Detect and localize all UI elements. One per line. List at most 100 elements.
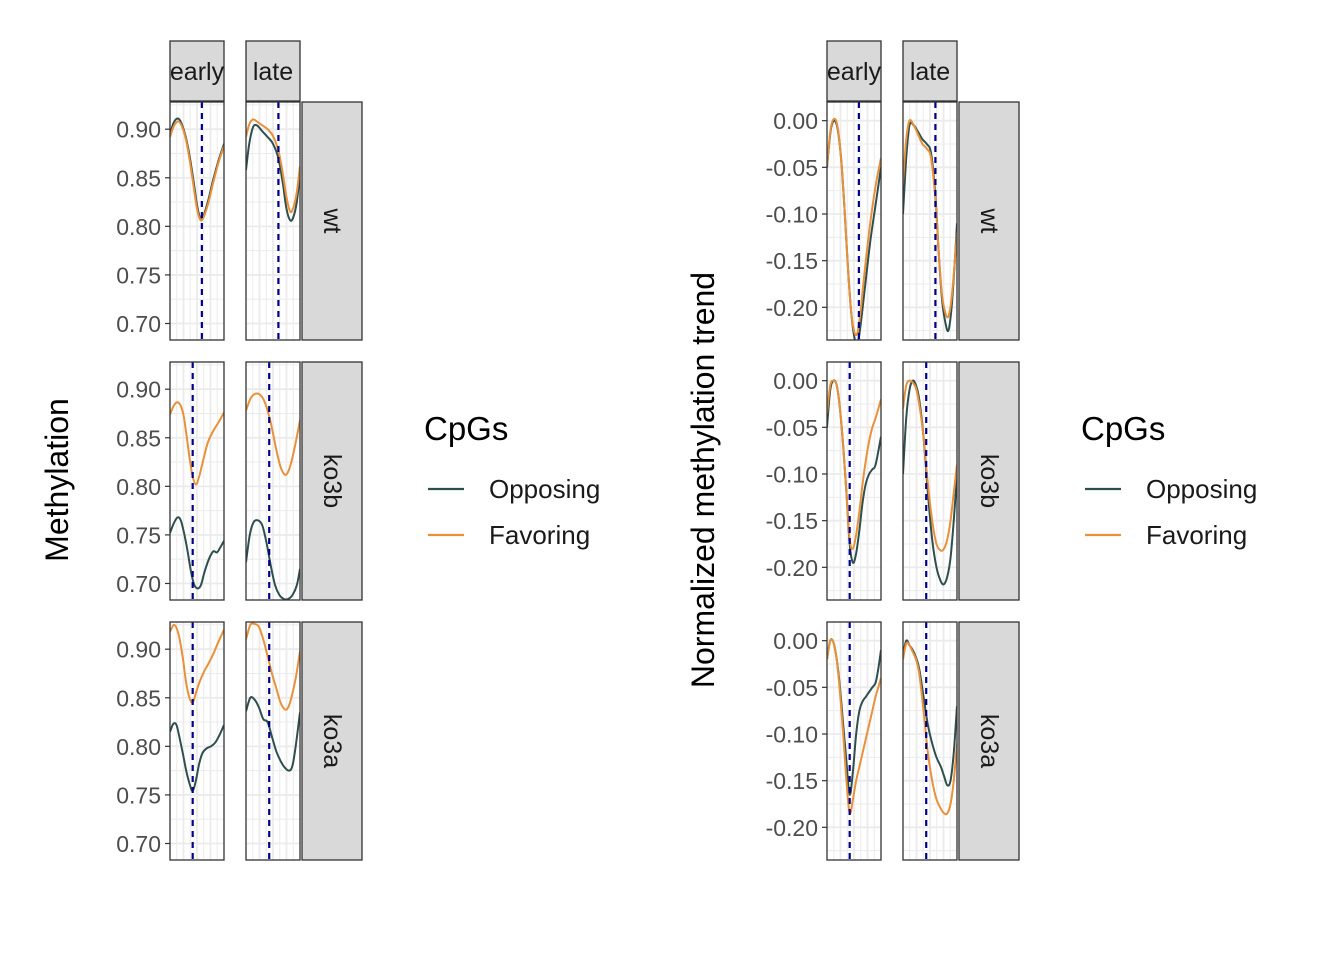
y-tick-label: -0.15	[766, 248, 818, 274]
y-tick-label: 0.70	[116, 831, 161, 857]
column-strip-label: late	[910, 58, 950, 86]
y-tick-label: -0.20	[766, 295, 818, 321]
column-strip-label: late	[253, 58, 293, 86]
row-strip-ko3a	[301, 621, 363, 861]
series-line-favoring	[903, 119, 957, 319]
legend-label: Opposing	[489, 474, 600, 504]
y-tick-label: -0.10	[766, 462, 818, 488]
y-tick-label: 0.80	[116, 734, 161, 760]
panel-ko3b-early	[169, 361, 225, 601]
legend-title: CpGs	[1081, 410, 1165, 447]
panel-border	[826, 101, 882, 341]
series-line-favoring	[827, 379, 881, 550]
legend: CpGs Opposing Favoring	[424, 410, 600, 550]
y-tick-label: 0.85	[116, 425, 161, 451]
y-axis-label: Methylation	[39, 398, 75, 562]
panel-border	[902, 101, 958, 341]
series-line-opposing	[246, 519, 300, 600]
y-tick-label: 0.00	[773, 368, 818, 394]
series-line-favoring	[246, 622, 300, 711]
panel-border	[902, 361, 958, 601]
column-strip-label: early	[170, 58, 225, 86]
y-tick-label: 0.90	[116, 377, 161, 403]
series-line-favoring	[827, 117, 881, 337]
legend-label: Favoring	[489, 520, 590, 550]
chart-methylation: early late wt ko3b ko3a 0.70 0.75 0.80 0.85 0.90 0…	[39, 40, 600, 861]
series-line-favoring	[903, 379, 957, 552]
y-tick-label: 0.90	[116, 637, 161, 663]
panel-border	[245, 621, 301, 861]
row-strip-label: wt	[975, 208, 1003, 234]
series-line-opposing	[246, 123, 300, 222]
y-tick-label: -0.05	[766, 415, 818, 441]
panel-ko3a-late	[902, 621, 958, 861]
panel-border	[902, 621, 958, 861]
y-tick-label: 0.00	[773, 628, 818, 654]
y-tick-label: 0.90	[116, 117, 161, 143]
y-tick-label: 0.70	[116, 311, 161, 337]
series-line-opposing	[170, 722, 224, 793]
series-line-favoring	[827, 638, 881, 815]
panel-ko3b-late	[245, 361, 301, 601]
panel-border	[826, 361, 882, 601]
legend-label: Favoring	[1146, 520, 1247, 550]
series-line-opposing	[170, 516, 224, 590]
panel-border	[245, 361, 301, 601]
row-strip-label: ko3a	[975, 714, 1003, 768]
y-tick-label: 0.75	[116, 522, 161, 548]
column-strip-late	[245, 40, 301, 102]
y-tick-label: -0.15	[766, 768, 818, 794]
row-strip-wt	[958, 101, 1020, 341]
panel-border	[169, 101, 225, 341]
series-line-favoring	[170, 120, 224, 222]
panel-ko3b-early	[826, 361, 882, 601]
y-tick-label: -0.10	[766, 202, 818, 228]
chart-normalized-trend: early late wt ko3b ko3a -0.20 -0.15 -0.10 -0.05 0…	[685, 40, 1257, 861]
legend: CpGs Opposing Favoring	[1081, 410, 1257, 550]
y-tick-label: -0.10	[766, 722, 818, 748]
legend-title: CpGs	[424, 410, 508, 447]
row-strip-label: wt	[318, 208, 346, 234]
panel-wt-early	[826, 101, 882, 341]
panel-wt-early	[169, 101, 225, 341]
y-axis-label: Normalized methylation trend	[685, 272, 721, 688]
y-tick-label: -0.20	[766, 555, 818, 581]
series-line-favoring	[246, 118, 300, 214]
series-line-favoring	[246, 392, 300, 476]
legend-label: Opposing	[1146, 474, 1257, 504]
y-tick-label: 0.85	[116, 685, 161, 711]
y-tick-label: -0.20	[766, 815, 818, 841]
row-strip-ko3a	[958, 621, 1020, 861]
y-tick-label: 0.80	[116, 214, 161, 240]
y-tick-label: 0.00	[773, 108, 818, 134]
column-strip-early	[826, 40, 882, 102]
panel-wt-late	[902, 101, 958, 341]
y-tick-label: 0.70	[116, 571, 161, 597]
column-strip-early	[169, 40, 225, 102]
series-line-favoring	[903, 641, 957, 816]
row-strip-wt	[301, 101, 363, 341]
row-strip-ko3b	[301, 361, 363, 601]
y-tick-label: 0.75	[116, 782, 161, 808]
y-tick-label: 0.75	[116, 262, 161, 288]
y-tick-label: -0.05	[766, 155, 818, 181]
row-strip-label: ko3a	[318, 714, 346, 768]
series-line-opposing	[246, 696, 300, 772]
series-line-favoring	[170, 623, 224, 704]
row-strip-ko3b	[958, 361, 1020, 601]
panel-wt-late	[245, 101, 301, 341]
panel-ko3a-late	[245, 621, 301, 861]
panel-ko3b-late	[902, 361, 958, 601]
panel-border	[826, 621, 882, 861]
series-line-favoring	[170, 401, 224, 486]
y-tick-label: 0.85	[116, 165, 161, 191]
row-strip-label: ko3b	[318, 454, 346, 508]
panel-ko3a-early	[169, 621, 225, 861]
y-tick-label: -0.05	[766, 675, 818, 701]
series-line-opposing	[903, 379, 957, 586]
column-strip-late	[902, 40, 958, 102]
panel-border	[169, 621, 225, 861]
y-tick-label: 0.80	[116, 474, 161, 500]
y-tick-label: -0.15	[766, 508, 818, 534]
